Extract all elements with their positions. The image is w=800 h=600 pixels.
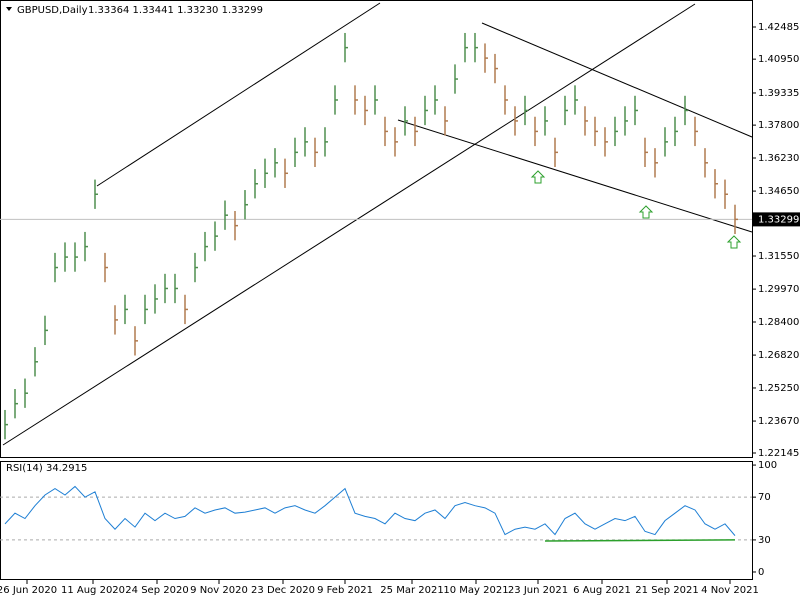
channel-upper: [96, 2, 381, 187]
y-tick-label: 1.29970: [758, 284, 799, 295]
y-tick-label: 1.36230: [758, 153, 799, 164]
x-tick-label: 25 Mar 2021: [380, 585, 443, 596]
price-pane: [0, 0, 753, 458]
x-tick-label: 10 May 2021: [443, 585, 508, 596]
symbol: GBPUSD,Daily: [17, 5, 88, 16]
y-tick-label: 30: [758, 535, 771, 546]
y-tick-label: 1.22145: [758, 448, 799, 459]
x-tick-label: 21 Sep 2021: [635, 585, 698, 596]
current-price-box: [753, 212, 800, 227]
arrow-up: [726, 235, 742, 249]
y-tick-label: 1.39335: [758, 88, 799, 99]
x-tick-label: 26 Jun 2020: [0, 585, 57, 596]
y-tick-label: 100: [758, 460, 777, 471]
collapse-icon: [6, 7, 12, 11]
y-tick-label: 1.28400: [758, 317, 799, 328]
x-tick-label: 6 Aug 2021: [573, 585, 631, 596]
ohlc-info: 1.33364 1.33441 1.33230 1.33299: [88, 5, 263, 16]
rsi-line: [4, 485, 736, 536]
support-line: [544, 539, 736, 542]
current-price-label: 1.33299: [758, 214, 799, 225]
x-tick-label: 9 Nov 2020: [190, 585, 248, 596]
x-tick-label: 9 Feb 2021: [317, 585, 373, 596]
y-tick-label: 1.23670: [758, 416, 799, 427]
y-tick-label: 70: [758, 492, 771, 503]
y-tick-label: 1.31550: [758, 251, 799, 262]
channel-lower: [2, 3, 696, 446]
y-tick-label: 1.34650: [758, 186, 799, 197]
y-tick-label: 1.37800: [758, 120, 799, 131]
y-tick-label: 1.25250: [758, 383, 799, 394]
trend-lines: [2, 2, 753, 446]
x-tick-label: 11 Aug 2020: [61, 585, 125, 596]
arrow-up: [530, 170, 546, 184]
falling-upper: [481, 22, 753, 138]
arrow-up: [638, 205, 654, 219]
rsi-pane: [0, 461, 753, 580]
x-tick-label: 23 Dec 2020: [251, 585, 315, 596]
y-tick-label: 1.26820: [758, 350, 799, 361]
x-tick-label: 4 Nov 2021: [701, 585, 759, 596]
arrows: [530, 170, 742, 249]
y-tick-label: 1.42485: [758, 22, 799, 33]
rsi-title: RSI(14) 34.2915: [6, 463, 87, 474]
falling-lower: [397, 119, 753, 233]
y-tick-label: 1.40950: [758, 54, 799, 65]
y-tick-label: 0: [758, 567, 764, 578]
x-tick-label: 23 Jun 2021: [508, 585, 568, 596]
x-tick-label: 24 Sep 2020: [125, 585, 188, 596]
